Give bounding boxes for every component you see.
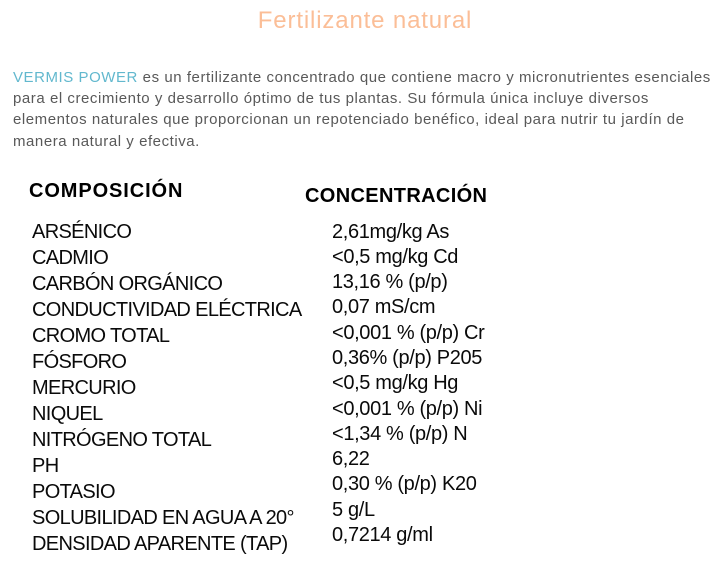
concentration-value: <0,001 % (p/p) Cr: [332, 321, 485, 344]
concentration-column: 2,61mg/kg As <0,5 mg/kg Cd 13,16 % (p/p) 0,…: [332, 220, 485, 549]
intro-text: es un fertilizante concentrado que conti…: [13, 69, 711, 150]
concentration-value: 0,30 % (p/p) K20: [332, 473, 477, 496]
concentration-value: 0,36% (p/p) P205: [332, 346, 483, 369]
composition-label: FÓSFORO: [32, 351, 127, 374]
composition-label: MERCURIO: [32, 377, 136, 400]
composition-label: PH: [32, 455, 59, 478]
composition-label: CROMO TOTAL: [32, 325, 170, 348]
brand-name: VERMIS POWER: [13, 69, 138, 86]
composition-label: SOLUBILIDAD EN AGUA A 20°: [32, 507, 295, 530]
composition-label: NIQUEL: [32, 403, 103, 426]
concentration-value: 0,7214 g/ml: [332, 524, 433, 547]
concentration-value: 0,07 mS/cm: [332, 296, 436, 319]
concentration-value: <1,34 % (p/p) N: [332, 422, 468, 445]
intro-paragraph: VERMIS POWER es un fertilizante concentr…: [13, 67, 714, 152]
composition-label: CARBÓN ORGÁNICO: [32, 273, 223, 296]
concentration-value: <0,001 % (p/p) Ni: [332, 397, 483, 420]
composition-header: COMPOSICIÓN: [29, 180, 184, 202]
composition-column: ARSÉNICO CADMIO CARBÓN ORGÁNICO CONDUCTIVID…: [32, 219, 302, 557]
composition-label: ARSÉNICO: [32, 221, 132, 244]
concentration-value: 2,61mg/kg As: [332, 220, 449, 243]
concentration-header: CONCENTRACIÓN: [305, 185, 488, 207]
concentration-value: 13,16 % (p/p): [332, 271, 448, 294]
concentration-value: <0,5 mg/kg Hg: [332, 372, 459, 395]
composition-label: CADMIO: [32, 247, 109, 270]
concentration-value: 5 g/L: [332, 498, 375, 521]
composition-label: POTASIO: [32, 481, 116, 504]
page-title: Fertilizante natural: [257, 6, 473, 34]
concentration-value: <0,5 mg/kg Cd: [332, 245, 459, 268]
composition-label: DENSIDAD APARENTE (TAP): [32, 533, 288, 556]
composition-label: CONDUCTIVIDAD ELÉCTRICA: [32, 299, 302, 322]
concentration-value: 6,22: [332, 448, 370, 471]
composition-label: NITRÓGENO TOTAL: [32, 429, 212, 452]
